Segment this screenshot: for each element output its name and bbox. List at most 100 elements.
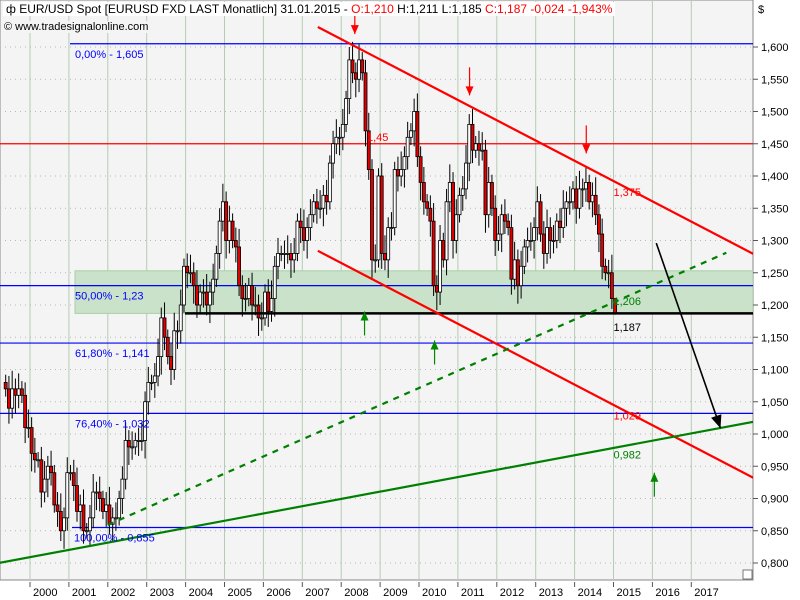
candle-body: [324, 194, 329, 203]
candle-body: [603, 265, 608, 274]
candle-body: [259, 317, 264, 320]
x-tick-label: 2012: [500, 587, 524, 599]
candle: [376, 168, 381, 268]
candle-body: [233, 240, 238, 248]
x-tick-label: 2010: [422, 587, 446, 599]
candle-body: [535, 201, 540, 229]
candle: [408, 123, 413, 146]
candle-body: [188, 272, 193, 275]
candle-body: [114, 517, 118, 520]
up-arrow-head: [650, 472, 659, 482]
candle: [156, 338, 160, 387]
candle-body: [292, 252, 297, 261]
candle-body: [561, 207, 566, 229]
y-tick-label: 1,450: [761, 139, 789, 151]
candle-body: [451, 182, 455, 241]
candle: [470, 108, 475, 164]
candle: [126, 430, 131, 465]
candle-body: [551, 240, 556, 242]
candle: [331, 130, 335, 179]
resistance-label: 1,45: [367, 132, 388, 144]
candle-body: [425, 201, 430, 209]
candle-body: [447, 182, 452, 203]
candle: [133, 432, 138, 455]
candle: [276, 237, 280, 280]
candle: [415, 93, 420, 167]
up-arrow-head: [360, 311, 369, 321]
candle-body: [65, 472, 70, 519]
candle: [392, 161, 397, 236]
candle: [405, 121, 410, 170]
candle: [421, 166, 426, 215]
candle-body: [182, 265, 186, 306]
candle-body: [593, 194, 598, 216]
candle-body: [392, 169, 397, 229]
candle: [19, 381, 24, 404]
candle-body: [344, 98, 348, 125]
candle: [402, 146, 407, 188]
candle: [386, 217, 391, 278]
candle: [363, 59, 368, 147]
candle: [337, 126, 342, 156]
candle-body: [376, 175, 381, 261]
candle: [75, 467, 79, 522]
candle-body: [467, 124, 472, 164]
candle: [340, 108, 345, 151]
candle: [399, 151, 404, 187]
candle-body: [246, 285, 251, 299]
candle-body: [45, 465, 50, 480]
candle-body: [250, 285, 254, 306]
candle-body: [7, 388, 11, 409]
candle: [230, 213, 235, 249]
candle-body: [139, 440, 144, 442]
candle-body: [136, 440, 141, 442]
candle-body: [42, 478, 47, 493]
candle: [454, 199, 459, 254]
candle: [178, 289, 183, 344]
resize-grip-icon[interactable]: [742, 569, 753, 580]
candle-body: [421, 182, 426, 203]
candle-body: [405, 136, 410, 158]
candle-body: [503, 214, 507, 222]
candle-body: [512, 259, 517, 280]
candle-body: [519, 265, 524, 287]
candle-body: [541, 233, 546, 254]
candle: [389, 212, 394, 241]
y-tick-label: 1,350: [761, 203, 789, 215]
candle: [460, 176, 465, 211]
projection-arrow-line: [655, 242, 722, 429]
x-tick-label: 2009: [383, 587, 407, 599]
value-label: 1,375: [614, 187, 642, 199]
y-tick-label: 1,200: [761, 300, 789, 312]
candle-body: [36, 459, 41, 462]
candle-body: [10, 388, 15, 409]
fib-label: 61,80% - 1,141: [75, 348, 150, 360]
candle-body: [172, 330, 177, 370]
candle: [259, 302, 264, 331]
x-tick-label: 2011: [461, 587, 485, 599]
candle: [532, 217, 536, 259]
candle: [503, 199, 507, 235]
candle-body: [532, 227, 536, 241]
candle: [49, 450, 53, 486]
source-url: www.tradesignalonline.com: [15, 21, 149, 33]
candle-body: [584, 182, 588, 190]
candle: [165, 329, 170, 365]
candle: [519, 250, 524, 299]
candle-body: [26, 427, 31, 429]
candle: [314, 188, 319, 224]
candle: [528, 222, 533, 251]
candle-body: [321, 194, 326, 209]
candle-body: [285, 252, 290, 255]
chart-header: ф EUR/USD Spot [EURUSD FXD LAST Monatlic…: [3, 2, 616, 16]
candle: [603, 258, 608, 281]
header-close-change: C:1,187 -0,024 -1,943%: [485, 2, 613, 16]
candle-body: [23, 394, 28, 428]
candle-body: [311, 201, 316, 216]
candle-body: [227, 220, 232, 241]
candle: [91, 473, 96, 529]
candle: [149, 374, 154, 391]
candle: [243, 283, 248, 312]
candle-body: [120, 478, 125, 499]
